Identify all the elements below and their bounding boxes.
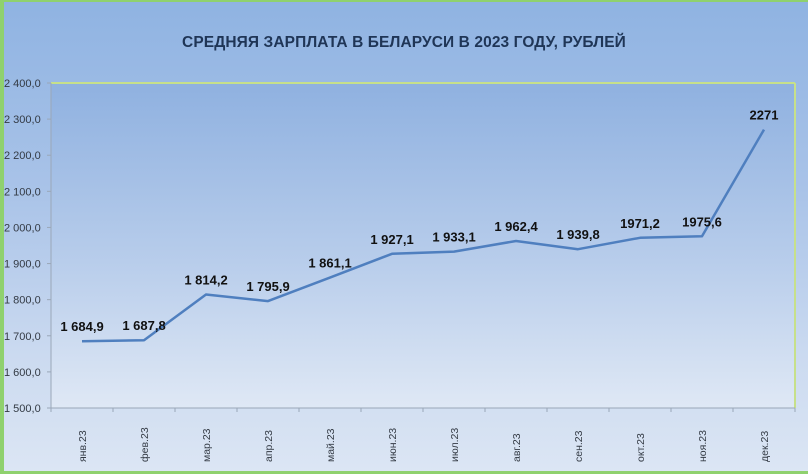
y-tick-label: 2 000,0 bbox=[4, 222, 41, 234]
frame-left-border bbox=[0, 0, 4, 474]
y-tick-label: 1 800,0 bbox=[4, 295, 41, 307]
data-label: 1 814,2 bbox=[184, 273, 227, 288]
x-category-label: ноя.23 bbox=[697, 430, 709, 462]
y-tick-label: 1 600,0 bbox=[4, 367, 41, 379]
x-category-label: дек.23 bbox=[759, 431, 771, 462]
x-category-label: окт.23 bbox=[635, 433, 647, 462]
x-category-label: сен.23 bbox=[573, 430, 585, 462]
y-tick-label: 1 900,0 bbox=[4, 259, 41, 271]
frame-top-border bbox=[0, 0, 808, 2]
data-label: 1 927,1 bbox=[370, 232, 413, 247]
frame-bottom-border bbox=[0, 471, 808, 474]
data-label: 1975,6 bbox=[682, 214, 722, 229]
y-tick-label: 1 500,0 bbox=[4, 403, 41, 415]
data-label: 1 933,1 bbox=[432, 230, 475, 245]
y-tick-label: 2 100,0 bbox=[4, 186, 41, 198]
y-tick-label: 2 300,0 bbox=[4, 114, 41, 126]
data-label: 1 861,1 bbox=[308, 256, 351, 271]
salary-line bbox=[81, 128, 766, 343]
data-label: 1971,2 bbox=[620, 216, 660, 231]
x-category-label: май.23 bbox=[325, 428, 337, 462]
x-category-label: июл.23 bbox=[449, 428, 461, 462]
x-category-label: янв.23 bbox=[77, 430, 89, 462]
plot-area bbox=[51, 83, 795, 408]
x-category-label: мар.23 bbox=[201, 428, 213, 462]
x-category-label: апр.23 bbox=[263, 430, 275, 462]
y-tick-label: 2 200,0 bbox=[4, 150, 41, 162]
data-label: 2271 bbox=[750, 108, 779, 123]
y-tick-label: 1 700,0 bbox=[4, 331, 41, 343]
data-label: 1 939,8 bbox=[556, 227, 599, 242]
x-category-label: фев.23 bbox=[139, 427, 151, 462]
y-tick-label: 2 400,0 bbox=[4, 78, 41, 90]
x-category-label: авг.23 bbox=[511, 433, 523, 462]
data-label: 1 795,9 bbox=[246, 279, 289, 294]
data-label: 1 684,9 bbox=[60, 319, 103, 334]
chart-title: СРЕДНЯЯ ЗАРПЛАТА В БЕЛАРУСИ В 2023 ГОДУ,… bbox=[182, 34, 626, 51]
x-category-label: июн.23 bbox=[387, 428, 399, 462]
data-label: 1 687,8 bbox=[122, 318, 165, 333]
data-label: 1 962,4 bbox=[494, 219, 538, 234]
